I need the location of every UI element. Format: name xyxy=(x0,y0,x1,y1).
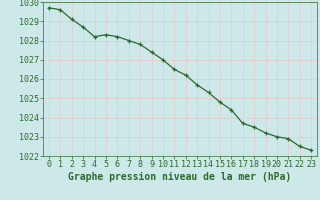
X-axis label: Graphe pression niveau de la mer (hPa): Graphe pression niveau de la mer (hPa) xyxy=(68,172,292,182)
